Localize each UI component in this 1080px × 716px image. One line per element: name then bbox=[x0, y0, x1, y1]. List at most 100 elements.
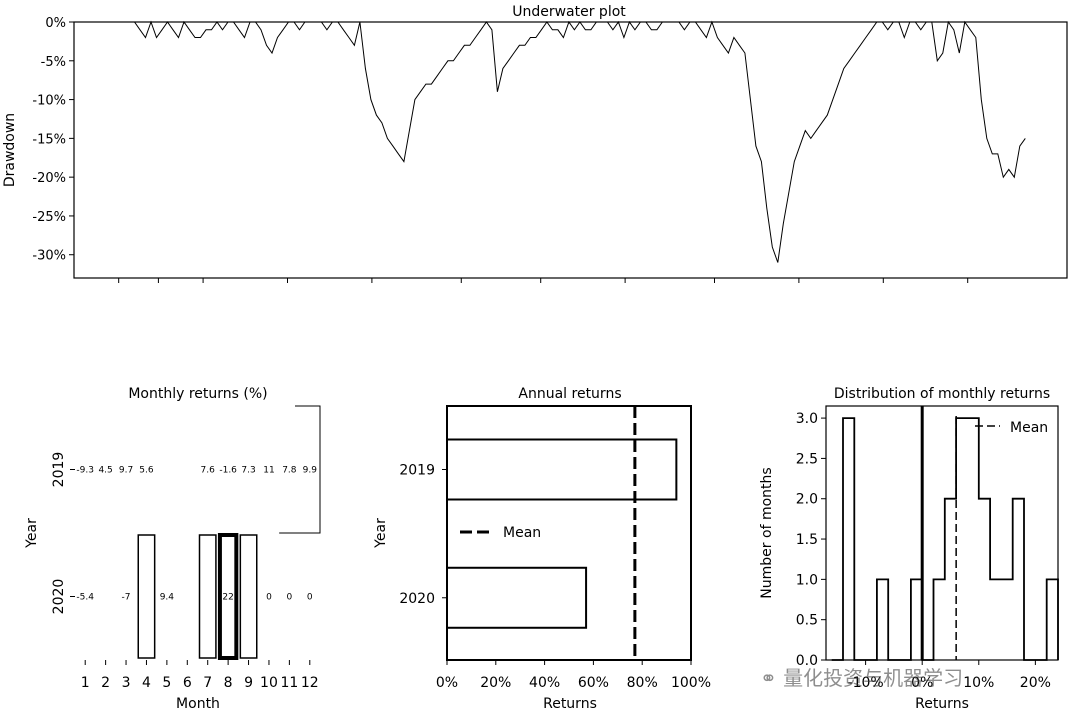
distribution-xtick-label: 20% bbox=[1020, 675, 1051, 691]
monthly-cell-value: 0 bbox=[307, 593, 313, 603]
monthly-cell-outline bbox=[239, 534, 258, 659]
underwater-title: Underwater plot bbox=[512, 4, 626, 20]
underwater-ytick-label: -30% bbox=[32, 249, 66, 264]
monthly-cell-outlines bbox=[137, 405, 321, 660]
distribution-xticks: -10% 0% 10% 20% bbox=[848, 660, 1051, 691]
annual-ytick-label: 2019 bbox=[399, 463, 435, 479]
monthly-title: Monthly returns (%) bbox=[128, 386, 267, 402]
annual-xtick-label: 80% bbox=[627, 675, 658, 691]
annual-bar bbox=[446, 566, 588, 629]
underwater-frame bbox=[73, 21, 1068, 279]
annual-yticks: 2019 2020 bbox=[399, 463, 447, 607]
underwater-ytick-label: -5% bbox=[41, 55, 66, 70]
annual-xtick-label: 60% bbox=[578, 675, 609, 691]
monthly-cell-outline bbox=[137, 534, 156, 659]
distribution-xlabel: Returns bbox=[915, 696, 969, 712]
monthly-xtick-label: 5 bbox=[162, 675, 171, 691]
monthly-cell-value: 7.3 bbox=[241, 466, 255, 476]
monthly-xtick-label: 2 bbox=[101, 675, 110, 691]
annual-bars bbox=[446, 438, 678, 629]
annual-ylabel: Year bbox=[373, 518, 389, 549]
monthly-cell-value: 5.6 bbox=[139, 466, 154, 476]
distribution-title: Distribution of monthly returns bbox=[834, 386, 1050, 402]
underwater-chart: Underwater plot Drawdown 0% -5% -10% -15% -2… bbox=[2, 4, 1068, 283]
underwater-series-line bbox=[74, 20, 1026, 263]
distribution-xtick-label: 10% bbox=[963, 675, 994, 691]
annual-bar bbox=[446, 438, 678, 501]
distribution-legend-label: Mean bbox=[1010, 420, 1048, 436]
distribution-yticks: 0.0 0.5 1.0 1.5 2.0 2.5 3.0 bbox=[796, 411, 826, 669]
underwater-ytick-label: -25% bbox=[32, 210, 66, 225]
monthly-ytick-label: 2020 bbox=[51, 579, 67, 615]
annual-legend-label: Mean bbox=[503, 525, 541, 541]
distribution-ytick-label: 2.0 bbox=[796, 492, 818, 508]
watermark-logo: ⚭ 量化投资与机器学习 bbox=[760, 662, 963, 691]
monthly-returns-chart: Monthly returns (%) Year Month -9.3 4.5 9.… bbox=[24, 386, 321, 712]
monthly-cell-value: -9.3 bbox=[76, 466, 94, 476]
monthly-xtick-label: 8 bbox=[224, 675, 233, 691]
monthly-xticks: 1 2 3 4 5 6 7 8 9 10 11 12 bbox=[81, 660, 319, 691]
monthly-cell-value: 22 bbox=[222, 593, 233, 603]
distribution-ytick-label: 1.0 bbox=[796, 572, 818, 588]
monthly-cell-value: 4.5 bbox=[98, 466, 112, 476]
monthly-cell-value: -1.6 bbox=[219, 466, 237, 476]
annual-ytick-label: 2020 bbox=[399, 591, 435, 607]
annual-title: Annual returns bbox=[518, 386, 621, 402]
monthly-cell-value: 11 bbox=[263, 466, 274, 476]
annual-frame bbox=[446, 405, 692, 661]
monthly-cell-outline bbox=[198, 534, 217, 659]
monthly-ytick-label: 2019 bbox=[51, 452, 67, 488]
monthly-cell-value: 7.8 bbox=[282, 466, 297, 476]
monthly-cell-value: 0 bbox=[266, 593, 272, 603]
monthly-xtick-label: 7 bbox=[203, 675, 212, 691]
annual-xlabel: Returns bbox=[543, 696, 597, 712]
underwater-ytick-label: 0% bbox=[45, 16, 66, 31]
distribution-ytick-label: 1.5 bbox=[796, 532, 818, 548]
annual-xtick-label: 0% bbox=[436, 675, 458, 691]
annual-xtick-label: 100% bbox=[671, 675, 711, 691]
distribution-ytick-label: 2.5 bbox=[796, 451, 818, 467]
distribution-ytick-label: 0.0 bbox=[796, 653, 818, 669]
monthly-cell-value: -5.4 bbox=[76, 593, 94, 603]
annual-xtick-label: 40% bbox=[529, 675, 560, 691]
distribution-ytick-label: 3.0 bbox=[796, 411, 818, 427]
monthly-cell-outline bbox=[217, 533, 239, 660]
distribution-legend: Mean bbox=[975, 420, 1048, 436]
monthly-ylabel: Year bbox=[24, 518, 40, 549]
monthly-cell-value: 9.4 bbox=[160, 593, 175, 603]
watermark-text: 量化投资与机器学习 bbox=[783, 666, 964, 690]
distribution-frame bbox=[825, 405, 1059, 661]
monthly-xtick-label: 4 bbox=[142, 675, 151, 691]
monthly-xtick-label: 12 bbox=[301, 675, 319, 691]
monthly-xtick-label: 11 bbox=[280, 675, 298, 691]
underwater-xticks bbox=[118, 278, 969, 283]
monthly-cell-value: 9.9 bbox=[303, 466, 318, 476]
monthly-xtick-label: 9 bbox=[244, 675, 253, 691]
wechat-icon: ⚭ bbox=[760, 666, 777, 690]
annual-legend: Mean bbox=[460, 525, 541, 541]
underwater-ytick-label: -15% bbox=[32, 132, 66, 147]
monthly-cell-value: 9.7 bbox=[119, 466, 133, 476]
underwater-ytick-label: -10% bbox=[32, 94, 66, 109]
monthly-xlabel: Month bbox=[176, 696, 220, 712]
monthly-xtick-label: 6 bbox=[183, 675, 192, 691]
distribution-chart: Distribution of monthly returns Number o… bbox=[759, 386, 1059, 712]
monthly-xtick-label: 1 bbox=[81, 675, 90, 691]
underwater-yticks: 0% -5% -10% -15% -20% -25% -30% bbox=[32, 16, 74, 264]
annual-xticks: 0% 20% 40% 60% 80% 100% bbox=[436, 660, 711, 691]
monthly-xtick-label: 10 bbox=[260, 675, 278, 691]
distribution-histogram bbox=[831, 417, 1059, 661]
monthly-cell-value: 0 bbox=[287, 593, 293, 603]
underwater-ytick-label: -20% bbox=[32, 171, 66, 186]
distribution-ylabel: Number of months bbox=[759, 467, 775, 598]
monthly-cell-value: 7.6 bbox=[201, 466, 216, 476]
distribution-ytick-label: 0.5 bbox=[796, 613, 818, 629]
monthly-cell-outline bbox=[279, 405, 321, 534]
annual-returns-chart: Annual returns Year Returns Mean 0% 20% 40… bbox=[373, 386, 711, 712]
distribution-xtick-label: -10% bbox=[848, 675, 884, 691]
monthly-yticks: 2019 2020 bbox=[51, 452, 75, 615]
underwater-ylabel: Drawdown bbox=[2, 113, 18, 187]
monthly-cell-labels: -9.3 4.5 9.7 5.6 7.6 -1.6 7.3 11 7.8 9.9 -5.4 -7 9.4… bbox=[76, 466, 317, 603]
annual-xtick-label: 20% bbox=[480, 675, 511, 691]
